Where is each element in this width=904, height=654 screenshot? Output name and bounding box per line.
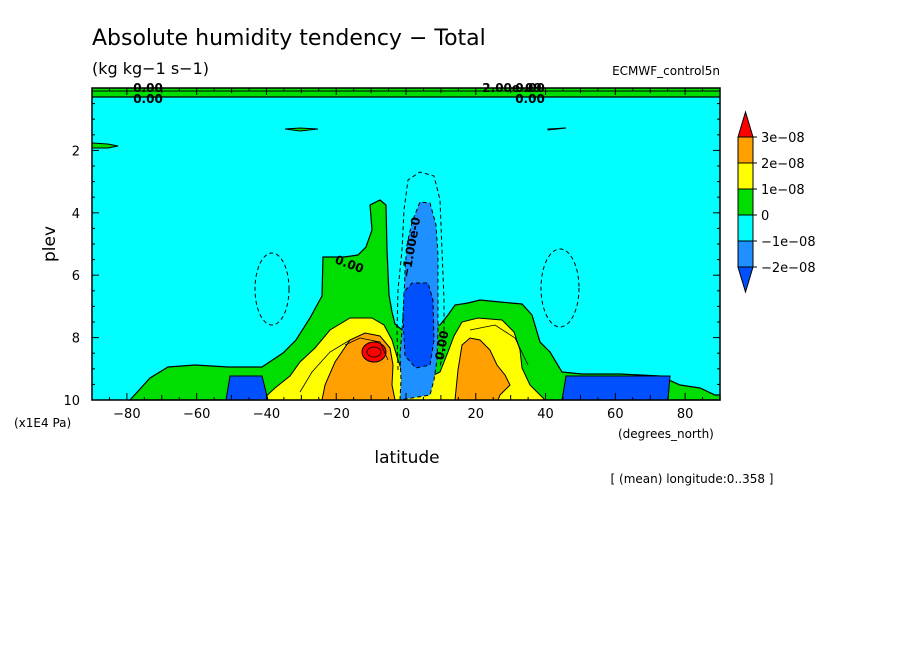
colorbar-max-arrow <box>737 110 754 138</box>
chart-title: Absolute humidity tendency − Total <box>92 26 486 51</box>
x-tick-label: 60 <box>607 407 624 422</box>
negative-contour <box>540 248 580 328</box>
footnote: [ (mean) longitude:0..358 ] <box>611 472 774 486</box>
y-tick-label: 2 <box>72 144 80 159</box>
negative-region <box>561 375 671 401</box>
colorbar-segment <box>737 214 754 242</box>
x-tick-label: 80 <box>677 407 694 422</box>
positive-region <box>454 337 511 401</box>
x-tick-label: 0 <box>402 407 410 422</box>
x-tick-label: −20 <box>323 407 350 422</box>
colorbar: 3e−08 2e−08 1e−08 0 −1e−08 −2e−08 <box>737 110 816 294</box>
colorbar-segment <box>737 188 754 216</box>
colorbar-label: 1e−08 <box>761 183 805 198</box>
y-tick-label: 8 <box>72 332 80 347</box>
contour-label: 0.00 <box>433 330 452 362</box>
x-tick-label: 40 <box>537 407 554 422</box>
x-unit-label: (degrees_north) <box>618 427 714 441</box>
small-positive-region <box>284 127 319 132</box>
chart-units: (kg kg−1 s−1) <box>92 59 209 78</box>
source-label: ECMWF_control5n <box>612 64 720 78</box>
negative-contour <box>254 252 290 326</box>
y-tick-label: 6 <box>72 269 80 284</box>
contour-label: 0.00 <box>515 92 545 106</box>
y-axis: 2 4 6 8 10 <box>63 87 720 409</box>
small-negative-region <box>547 127 567 131</box>
colorbar-label: 0 <box>761 209 769 224</box>
colorbar-segment <box>737 162 754 190</box>
x-tick-label: −60 <box>183 407 210 422</box>
negative-region <box>225 375 269 401</box>
strong-negative-region <box>402 282 435 369</box>
colorbar-min-arrow <box>737 266 754 294</box>
x-tick-label: −80 <box>113 407 140 422</box>
colorbar-label: 3e−08 <box>761 131 805 146</box>
colorbar-label: 2e−08 <box>761 157 805 172</box>
y-axis-label: plev <box>40 226 60 262</box>
y-tick-label: 10 <box>63 394 80 409</box>
x-axis: −80 −60 −40 −20 0 20 40 60 80 <box>91 88 721 422</box>
y-tick-label: 4 <box>72 207 80 222</box>
colorbar-segment <box>737 240 754 268</box>
x-axis-label: latitude <box>374 448 439 468</box>
maximum-region <box>361 341 387 363</box>
x-tick-label: 20 <box>468 407 485 422</box>
plot-area: 0.000.000.000.002.00e-090.00 −1.00e-00.00 <box>91 81 721 401</box>
colorbar-label: −1e−08 <box>761 235 816 250</box>
colorbar-label: −2e−08 <box>761 261 816 276</box>
x-tick-label: −40 <box>253 407 280 422</box>
colorbar-segment <box>737 136 754 164</box>
y-unit-label: (x1E4 Pa) <box>14 416 71 430</box>
contour-label: 0.00 <box>133 92 163 106</box>
